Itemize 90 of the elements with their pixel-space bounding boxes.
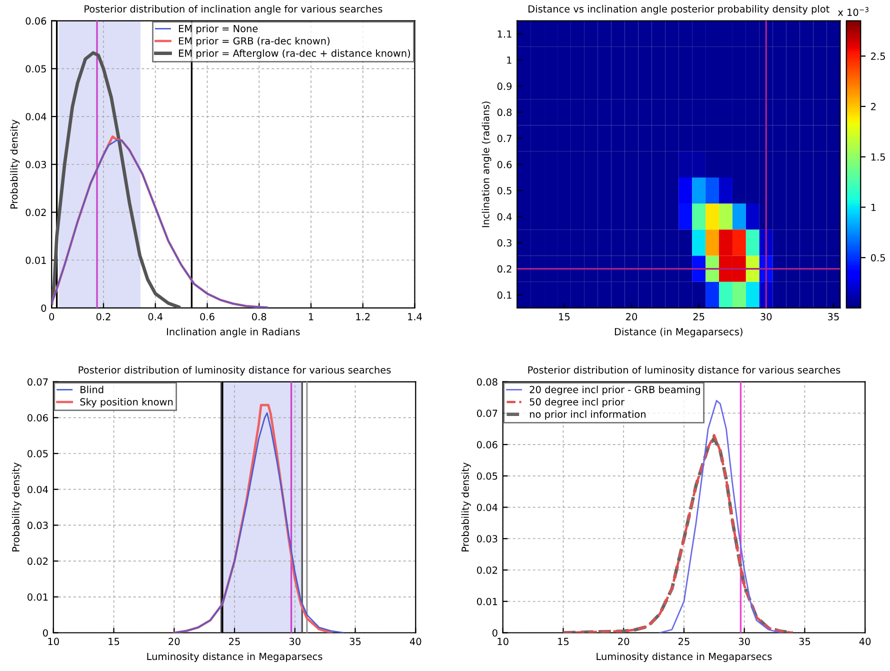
x-tick-label: 15 bbox=[558, 638, 569, 646]
legend-label: no prior incl information bbox=[530, 410, 646, 420]
legend-label: EM prior = Afterglow (ra-dec + distance known) bbox=[178, 49, 410, 59]
x-tick-label: 15 bbox=[108, 638, 120, 646]
legend-label: EM prior = GRB (ra-dec known) bbox=[178, 37, 330, 46]
x-tick-label: 15 bbox=[559, 313, 570, 320]
color-bar-label: 0.5 bbox=[870, 254, 885, 262]
y-tick-label: 0.2 bbox=[497, 265, 512, 273]
y-tick-label: 0.06 bbox=[476, 441, 498, 448]
x-tick-label: 1 bbox=[308, 313, 314, 320]
y-tick-label: 0.5 bbox=[497, 186, 512, 194]
y-tick-label: 0.05 bbox=[26, 65, 46, 72]
y-tick-label: 1.1 bbox=[498, 30, 512, 38]
x-tick-label: 10 bbox=[498, 638, 508, 646]
y-tick-label: 0.03 bbox=[26, 160, 46, 168]
x-tick-label: 40 bbox=[859, 638, 871, 646]
x-tick-label: 0.8 bbox=[252, 313, 266, 320]
x-tick-label: 20 bbox=[618, 638, 630, 646]
x-tick-label: 35 bbox=[350, 638, 361, 646]
x-tick-label: 25 bbox=[693, 313, 704, 320]
y-tick-label: 0.4 bbox=[497, 213, 512, 220]
line-series bbox=[52, 51, 180, 308]
legend-label: Blind bbox=[80, 386, 104, 394]
y-tick-label: 0 bbox=[492, 629, 498, 637]
x-tick-label: 35 bbox=[828, 313, 839, 320]
y-tick-label: 0.02 bbox=[476, 566, 498, 574]
x-tick-label: 25 bbox=[678, 638, 690, 646]
y-tick-label: 0.03 bbox=[28, 522, 48, 530]
x-tick-label: 30 bbox=[760, 313, 772, 320]
color-bar-label: 1 bbox=[871, 204, 876, 211]
x-tick-label: 0 bbox=[49, 313, 54, 320]
y-tick-label: 0.08 bbox=[476, 378, 498, 386]
x-tick-label: 0.2 bbox=[96, 313, 110, 320]
y-axis-title: Probability density bbox=[461, 462, 471, 552]
y-tick-label: 0.02 bbox=[26, 208, 46, 216]
y-tick-label: 0.8 bbox=[497, 108, 512, 116]
line-series bbox=[659, 400, 782, 633]
y-tick-label: 0.03 bbox=[476, 535, 498, 542]
y-tick-label: 0.6 bbox=[497, 160, 512, 168]
x-tick-label: 20 bbox=[168, 638, 180, 646]
color-bar-label: 2 bbox=[871, 102, 876, 110]
y-tick-label: 1 bbox=[507, 56, 512, 64]
y-tick-label: 0.7 bbox=[497, 134, 512, 142]
y-tick-label: 0.07 bbox=[476, 410, 498, 417]
x-tick-label: 35 bbox=[799, 638, 810, 646]
x-axis-title: Luminosity distance in Megaparsecs bbox=[596, 652, 772, 662]
y-tick-label: 0.05 bbox=[28, 450, 48, 458]
y-tick-label: 0.04 bbox=[26, 113, 46, 120]
chart-title: Distance vs inclination angle posterior probability density plot bbox=[528, 5, 830, 14]
x-tick-label: 40 bbox=[410, 638, 422, 646]
x-tick-label: 1.2 bbox=[356, 313, 370, 320]
x-tick-label: 25 bbox=[229, 638, 240, 646]
x-tick-label: 30 bbox=[738, 638, 750, 646]
color-bar-label: 1.5 bbox=[871, 153, 885, 161]
y-tick-label: 0 bbox=[42, 629, 48, 637]
x-tick-label: 1.4 bbox=[408, 313, 422, 320]
y-tick-label: 0.01 bbox=[26, 256, 46, 264]
y-tick-label: 0.3 bbox=[497, 239, 512, 247]
x-tick-label: 30 bbox=[289, 638, 300, 646]
legend-label: 20 degree incl prior - GRB beaming bbox=[530, 386, 700, 396]
x-tick-label: 20 bbox=[626, 313, 638, 320]
x-tick-label: 10 bbox=[48, 638, 59, 646]
color-bar-title: x 10$^{−3}$ bbox=[838, 7, 868, 16]
chart-title: Posterior distribution of inclination angle for various searches bbox=[84, 5, 382, 14]
x-tick-label: 0.6 bbox=[200, 313, 214, 320]
legend-label: EM prior = None bbox=[178, 24, 258, 34]
y-axis-title: Inclination angle (radians) bbox=[482, 102, 492, 228]
y-tick-label: 0.04 bbox=[476, 504, 498, 512]
y-tick-label: 0.01 bbox=[28, 593, 48, 601]
y-axis-title: Probability density bbox=[10, 120, 20, 209]
y-tick-label: 0.1 bbox=[497, 291, 512, 299]
y-tick-label: 0.07 bbox=[28, 378, 48, 386]
chart-title: Posterior distribution of luminosity distance for various searches bbox=[528, 366, 840, 376]
y-tick-label: 0.05 bbox=[476, 472, 498, 480]
x-axis-title: Luminosity distance in Megaparsecs bbox=[147, 652, 322, 662]
legend-label: 50 degree incl prior bbox=[530, 398, 625, 408]
chart-title: Posterior distribution of luminosity distance for various searches bbox=[78, 366, 391, 376]
x-tick-label: 0.4 bbox=[148, 313, 163, 320]
color-bar-label: 2.5 bbox=[871, 52, 885, 60]
y-tick-label: 0.02 bbox=[28, 558, 48, 565]
x-axis-title: Distance (in Megaparsecs) bbox=[614, 328, 742, 338]
y-axis-title: Probability density bbox=[12, 462, 22, 552]
y-tick-label: 0.04 bbox=[28, 486, 48, 494]
y-tick-label: 0.06 bbox=[26, 17, 46, 25]
y-tick-label: 0 bbox=[41, 304, 46, 312]
legend-label: Sky position known bbox=[80, 398, 173, 408]
x-axis-title: Inclination angle in Radians bbox=[167, 328, 300, 338]
y-tick-label: 0.01 bbox=[476, 598, 498, 606]
y-tick-label: 0.9 bbox=[497, 82, 512, 90]
y-tick-label: 0.06 bbox=[28, 414, 48, 422]
